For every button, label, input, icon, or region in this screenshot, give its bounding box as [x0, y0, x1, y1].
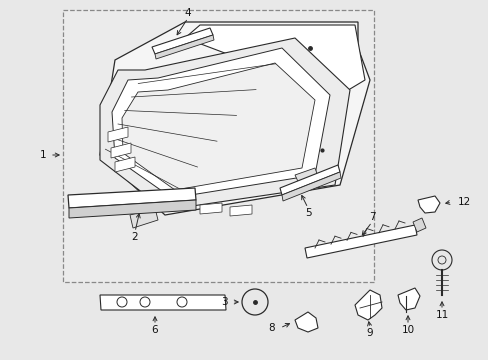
Text: 12: 12: [457, 197, 470, 207]
Text: 5: 5: [304, 208, 311, 218]
Bar: [63, 10, 373, 282]
Text: 9: 9: [366, 328, 372, 338]
Text: 7: 7: [368, 212, 375, 222]
Text: 4: 4: [184, 8, 191, 18]
Polygon shape: [305, 225, 416, 258]
Polygon shape: [294, 312, 317, 332]
Polygon shape: [100, 295, 225, 310]
Polygon shape: [282, 172, 340, 201]
Polygon shape: [130, 208, 158, 228]
Polygon shape: [184, 25, 364, 95]
Polygon shape: [100, 38, 349, 210]
Polygon shape: [100, 22, 369, 215]
Polygon shape: [155, 35, 214, 59]
Text: 8: 8: [268, 323, 274, 333]
Polygon shape: [200, 203, 222, 214]
Polygon shape: [108, 127, 128, 142]
Polygon shape: [280, 165, 339, 195]
Polygon shape: [68, 188, 196, 208]
Polygon shape: [112, 48, 329, 198]
Polygon shape: [111, 143, 131, 158]
Text: 1: 1: [40, 150, 46, 160]
Polygon shape: [115, 157, 135, 172]
Text: 10: 10: [401, 325, 414, 335]
Polygon shape: [152, 28, 213, 54]
Polygon shape: [170, 198, 192, 209]
Text: 3: 3: [221, 297, 227, 307]
Polygon shape: [397, 288, 419, 310]
Polygon shape: [412, 218, 425, 232]
Text: 11: 11: [434, 310, 447, 320]
Polygon shape: [229, 205, 251, 216]
Text: 2: 2: [131, 232, 138, 242]
Polygon shape: [294, 168, 319, 190]
Polygon shape: [417, 196, 439, 213]
Text: 6: 6: [151, 325, 158, 335]
Polygon shape: [122, 63, 314, 190]
Polygon shape: [354, 290, 381, 320]
Polygon shape: [69, 200, 196, 218]
